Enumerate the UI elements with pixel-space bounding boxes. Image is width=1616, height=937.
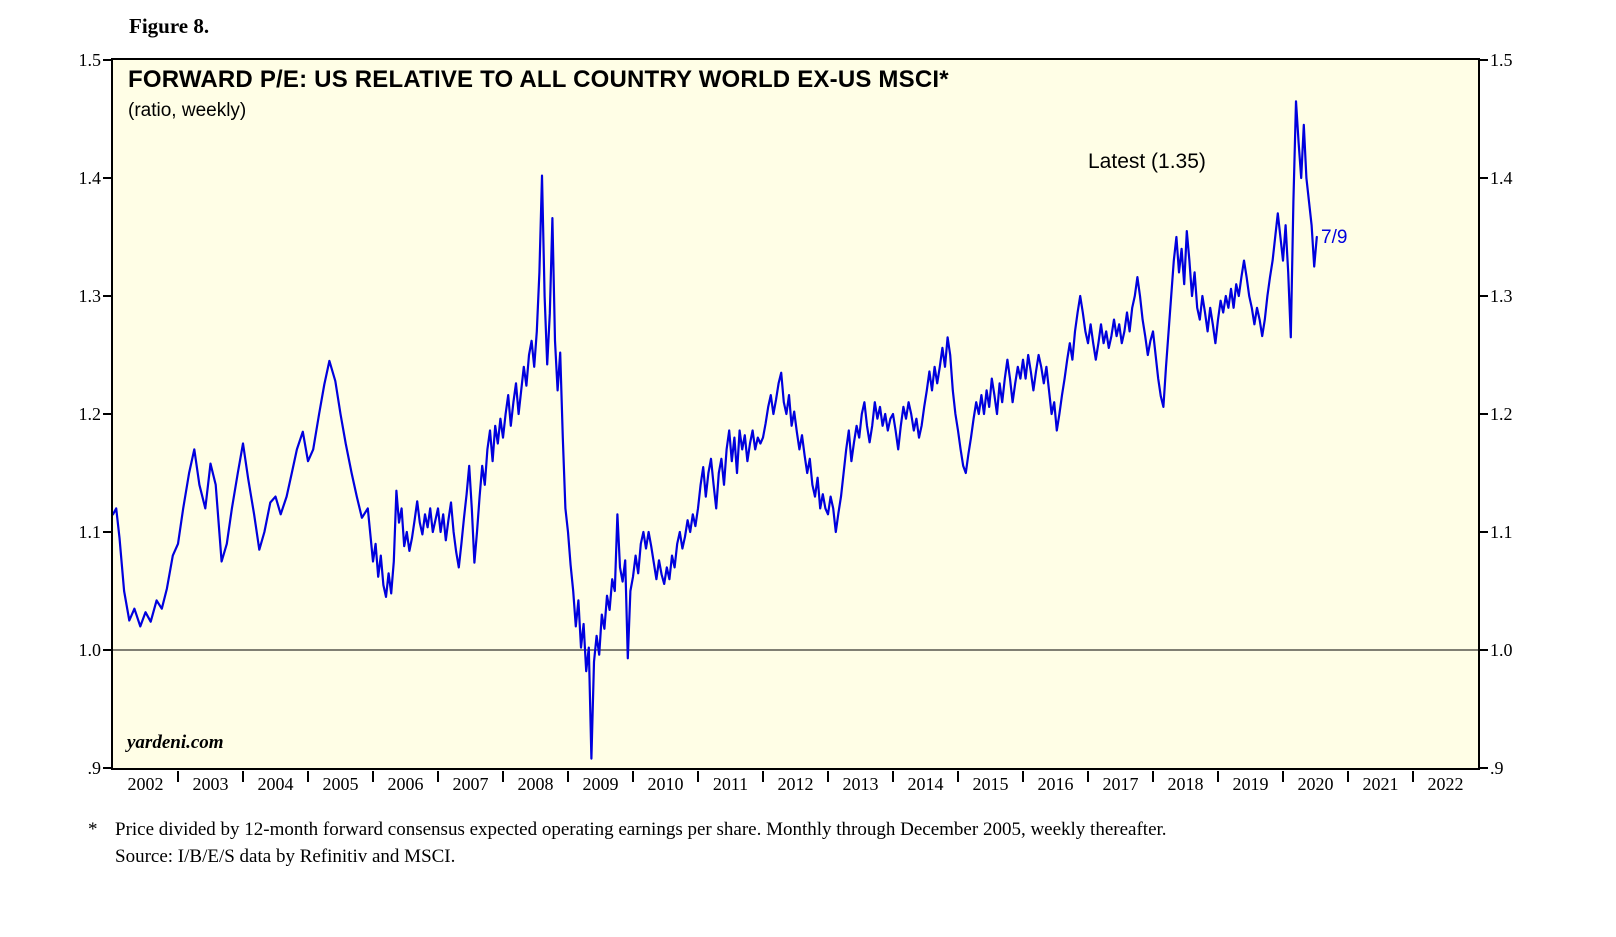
y-axis-label-left: 1.5 xyxy=(78,50,102,70)
y-axis-tick-left xyxy=(103,413,111,415)
chart-title: FORWARD P/E: US RELATIVE TO ALL COUNTRY … xyxy=(128,66,949,93)
y-axis-tick-left xyxy=(103,295,111,297)
latest-date-annotation: 7/9 xyxy=(1321,227,1348,248)
x-axis-tick xyxy=(892,771,894,782)
x-axis-label-year: 2018 xyxy=(1167,774,1204,794)
x-axis-tick xyxy=(632,771,634,782)
x-axis-tick xyxy=(1282,771,1284,782)
y-axis-tick-left xyxy=(103,59,111,61)
x-axis-tick xyxy=(372,771,374,782)
x-axis-label-year: 2002 xyxy=(127,774,164,794)
x-axis-tick xyxy=(1412,771,1414,782)
yardeni-watermark: yardeni.com xyxy=(127,732,224,753)
x-axis-tick xyxy=(242,771,244,782)
x-axis-label-year: 2022 xyxy=(1427,774,1464,794)
y-axis-label-right: 1.5 xyxy=(1490,50,1513,70)
y-axis-label-left: .9 xyxy=(87,758,102,778)
x-axis-tick xyxy=(1152,771,1154,782)
y-axis-label-right: 1.0 xyxy=(1490,640,1513,660)
y-axis-tick-right xyxy=(1480,295,1488,297)
x-axis-label-year: 2011 xyxy=(712,774,749,794)
x-axis-tick xyxy=(177,771,179,782)
y-axis-tick-right xyxy=(1480,59,1488,61)
y-axis-label-left: 1.1 xyxy=(78,522,102,542)
figure-number-label: Figure 8. xyxy=(129,14,210,38)
x-axis-tick xyxy=(1087,771,1089,782)
x-axis-label-year: 2008 xyxy=(517,774,554,794)
x-axis-label-year: 2003 xyxy=(192,774,229,794)
x-axis-tick xyxy=(957,771,959,782)
y-axis-tick-right xyxy=(1480,413,1488,415)
latest-value-annotation: Latest (1.35) xyxy=(1088,150,1206,173)
footnote: * Price divided by 12-month forward cons… xyxy=(88,816,1167,870)
x-axis-tick xyxy=(502,771,504,782)
chart-subtitle: (ratio, weekly) xyxy=(128,100,247,121)
y-axis-label-left: 1.0 xyxy=(78,640,102,660)
y-axis-label-right: 1.3 xyxy=(1490,286,1513,306)
x-axis-tick xyxy=(567,771,569,782)
x-axis-tick xyxy=(1022,771,1024,782)
y-axis-label-right: .9 xyxy=(1490,758,1504,778)
x-axis-tick xyxy=(1217,771,1219,782)
x-axis-label-year: 2019 xyxy=(1232,774,1269,794)
x-axis-label-year: 2015 xyxy=(972,774,1009,794)
x-axis-label-year: 2017 xyxy=(1102,774,1139,794)
x-axis-label-year: 2013 xyxy=(842,774,879,794)
x-axis-label-year: 2021 xyxy=(1362,774,1399,794)
x-axis-tick xyxy=(697,771,699,782)
x-axis-tick xyxy=(827,771,829,782)
y-axis-label-left: 1.3 xyxy=(78,286,102,306)
x-axis-label-year: 2004 xyxy=(257,774,294,794)
footnote-line-2: Source: I/B/E/S data by Refinitiv and MS… xyxy=(115,846,456,867)
x-axis-tick xyxy=(762,771,764,782)
x-axis-label-year: 2014 xyxy=(907,774,944,794)
y-axis-tick-left xyxy=(103,649,111,651)
footnote-line-1: Price divided by 12-month forward consen… xyxy=(115,819,1167,840)
y-axis-label-right: 1.1 xyxy=(1490,522,1513,542)
pe-ratio-line-chart xyxy=(113,100,1478,760)
x-axis-tick xyxy=(307,771,309,782)
x-axis-label-year: 2016 xyxy=(1037,774,1074,794)
x-axis-label-year: 2010 xyxy=(647,774,684,794)
y-axis-tick-right xyxy=(1480,531,1488,533)
x-axis-label-year: 2007 xyxy=(452,774,489,794)
series-line xyxy=(113,100,1318,760)
plot-area: FORWARD P/E: US RELATIVE TO ALL COUNTRY … xyxy=(111,58,1480,770)
footnote-asterisk: * xyxy=(88,819,98,840)
x-axis-tick xyxy=(437,771,439,782)
y-axis-label-right: 1.2 xyxy=(1490,404,1513,424)
x-axis-tick xyxy=(1347,771,1349,782)
x-axis-label-year: 2006 xyxy=(387,774,424,794)
x-axis-label-year: 2012 xyxy=(777,774,814,794)
x-axis-label-year: 2005 xyxy=(322,774,359,794)
y-axis-label-right: 1.4 xyxy=(1490,168,1513,188)
y-axis-tick-left xyxy=(103,177,111,179)
x-axis-label-year: 2009 xyxy=(582,774,619,794)
y-axis-tick-left xyxy=(103,767,111,769)
y-axis-tick-right xyxy=(1480,767,1488,769)
y-axis-tick-right xyxy=(1480,649,1488,651)
y-axis-label-left: 1.4 xyxy=(78,168,102,188)
y-axis-label-left: 1.2 xyxy=(78,404,102,424)
y-axis-tick-left xyxy=(103,531,111,533)
x-axis-label-year: 2020 xyxy=(1297,774,1334,794)
y-axis-tick-right xyxy=(1480,177,1488,179)
